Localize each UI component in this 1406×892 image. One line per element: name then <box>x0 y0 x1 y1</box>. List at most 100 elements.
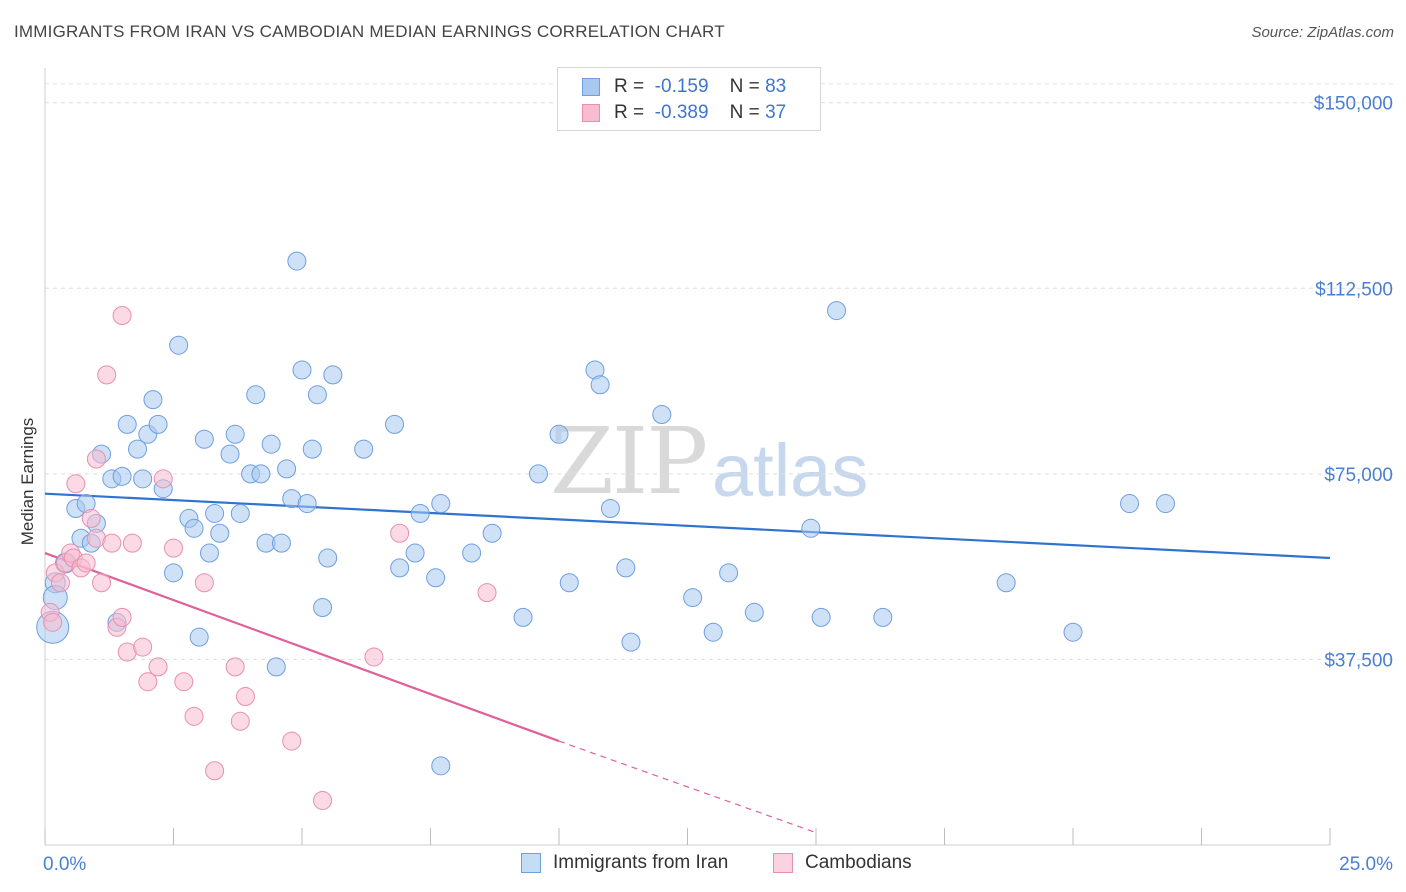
cambodian-point <box>225 657 245 677</box>
cambodian-point <box>50 573 70 593</box>
cambodian-point <box>205 761 225 781</box>
iran-point <box>287 251 307 271</box>
iran-point <box>559 573 579 593</box>
cambodian-point <box>477 583 497 603</box>
series-legend: Immigrants from Iran Cambodians <box>0 852 1406 878</box>
iran-point <box>184 518 204 538</box>
cambodian-point <box>194 573 214 593</box>
iran-point <box>225 424 245 444</box>
chart-title: IMMIGRANTS FROM IRAN VS CAMBODIAN MEDIAN… <box>14 22 725 41</box>
cambodian-point <box>364 647 384 667</box>
cambodian-point <box>43 612 63 632</box>
cambodian-point <box>153 469 173 489</box>
legend-row-cambodians: R = -0.389 N = 37 <box>582 100 786 126</box>
iran-point <box>426 568 446 588</box>
cambodian-point <box>313 790 333 810</box>
y-tick-label: $112,500 <box>1315 279 1393 300</box>
iran-point <box>703 622 723 642</box>
iran-point <box>616 558 636 578</box>
iran-point <box>405 543 425 563</box>
cambodian-point <box>66 474 86 494</box>
legend-item-cambodians: Cambodians <box>773 852 912 874</box>
iran-point <box>266 657 286 677</box>
iran-point <box>169 335 189 355</box>
cambodian-point <box>112 306 132 326</box>
trend-lines <box>44 492 1331 834</box>
legend-swatch-iran <box>582 78 600 96</box>
iran-point <box>246 385 266 405</box>
cambodian-point <box>92 573 112 593</box>
iran-trend-line <box>44 492 1331 560</box>
iran-point <box>513 607 533 627</box>
data-points <box>36 251 1176 810</box>
iran-point <box>719 563 739 583</box>
iran-point <box>801 518 821 538</box>
y-tick-label: $150,000 <box>1314 94 1393 115</box>
iran-point <box>133 469 153 489</box>
legend-label-iran: Immigrants from Iran <box>553 852 729 873</box>
iran-point <box>621 632 641 652</box>
iran-point <box>354 439 374 459</box>
axis-labels: $37,500 $75,000 $112,500 $150,000 0.0% 25.0% M… <box>18 94 1393 875</box>
iran-point <box>148 414 168 434</box>
iran-point <box>323 365 343 385</box>
cambodian-point <box>174 672 194 692</box>
iran-point <box>117 414 137 434</box>
stats-legend: R = -0.159 N = 83 R = -0.389 N = 37 <box>557 67 821 131</box>
watermark-zip: ZIP <box>550 408 708 515</box>
legend-r-label: R = <box>614 76 645 97</box>
iran-point <box>390 558 410 578</box>
iran-point <box>251 464 271 484</box>
legend-item-iran: Immigrants from Iran <box>521 852 728 874</box>
y-axis-title: Median Earnings <box>18 418 37 546</box>
cambodian-point <box>102 533 122 553</box>
cambodian-point <box>112 607 132 627</box>
x-tick-label: 25.0% <box>1339 854 1393 875</box>
cambodian-point <box>390 523 410 543</box>
legend-r-label: R = <box>614 102 645 123</box>
legend-swatch-iran <box>521 853 541 873</box>
iran-point <box>652 404 672 424</box>
iran-point <box>277 459 297 479</box>
watermark-atlas: atlas <box>712 429 869 512</box>
iran-point <box>811 607 831 627</box>
y-tick-label: $37,500 <box>1324 650 1393 671</box>
iran-point <box>683 588 703 608</box>
iran-point <box>873 607 893 627</box>
cambodian-point <box>235 687 255 707</box>
iran-point <box>189 627 209 647</box>
iran-point <box>261 434 281 454</box>
legend-r-value: -0.389 <box>654 102 709 123</box>
iran-point <box>112 466 132 486</box>
iran-point <box>410 503 430 523</box>
iran-point <box>528 464 548 484</box>
iran-point <box>271 533 291 553</box>
cambodian-point <box>86 449 106 469</box>
iran-point <box>385 414 405 434</box>
iran-point <box>307 385 327 405</box>
legend-n-label: N = <box>729 102 760 123</box>
iran-point <box>199 543 219 563</box>
iran-point <box>302 439 322 459</box>
iran-point <box>600 499 620 519</box>
cambodian-point <box>184 706 204 726</box>
iran-point <box>996 573 1016 593</box>
legend-label-cambodians: Cambodians <box>805 852 912 873</box>
iran-point <box>549 424 569 444</box>
cambodian-point <box>97 365 117 385</box>
cambodian-point <box>122 533 142 553</box>
iran-point <box>1156 494 1176 514</box>
cambodian-point <box>138 672 158 692</box>
cambodian-point <box>76 553 96 573</box>
legend-n-label: N = <box>729 76 760 97</box>
iran-point <box>431 494 451 514</box>
iran-point <box>205 503 225 523</box>
legend-swatch-cambodians <box>582 104 600 122</box>
iran-point <box>292 360 312 380</box>
legend-row-iran: R = -0.159 N = 83 <box>582 74 786 100</box>
iran-point <box>194 429 214 449</box>
iran-point <box>431 756 451 776</box>
y-tick-label: $75,000 <box>1324 465 1393 486</box>
cambodian-point <box>133 637 153 657</box>
